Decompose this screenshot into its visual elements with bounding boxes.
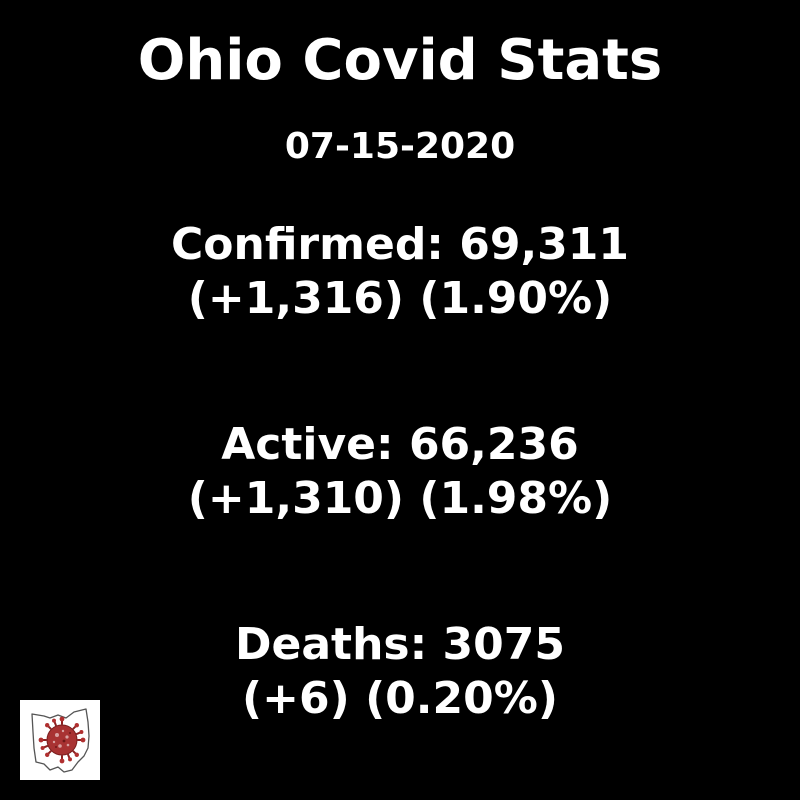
confirmed-headline: Confirmed: 69,311 bbox=[170, 219, 630, 270]
virus-icon bbox=[38, 716, 86, 764]
active-headline: Active: 66,236 bbox=[221, 419, 579, 470]
confirmed-change: (+1,316) (1.90%) bbox=[187, 273, 613, 324]
ohio-state-outline-with-virus-icon bbox=[31, 708, 90, 773]
report-date: 07-15-2020 bbox=[284, 126, 516, 167]
ohio-virus-logo bbox=[20, 700, 100, 780]
deaths-headline: Deaths: 3075 bbox=[235, 619, 565, 670]
deaths-change: (+6) (0.20%) bbox=[242, 673, 558, 724]
active-change: (+1,310) (1.98%) bbox=[187, 473, 613, 524]
page-title: Ohio Covid Stats bbox=[137, 28, 663, 93]
ohio-state-outline bbox=[31, 708, 90, 773]
